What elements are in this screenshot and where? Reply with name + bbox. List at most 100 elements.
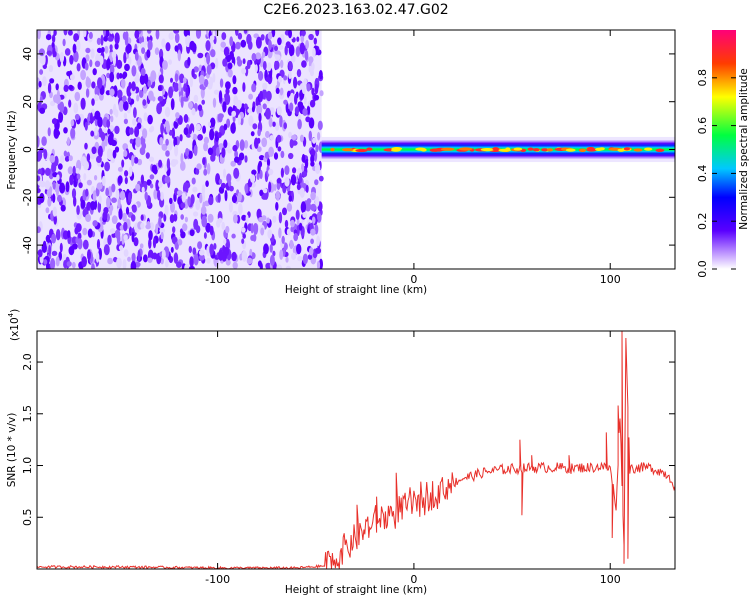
noise-speckle — [82, 239, 89, 250]
noise-speckle — [117, 198, 121, 209]
noise-speckle — [97, 201, 102, 213]
noise-speckle — [245, 214, 249, 224]
noise-speckle — [124, 177, 128, 185]
noise-speckle — [78, 182, 83, 189]
noise-speckle — [68, 84, 74, 90]
noise-speckle — [123, 100, 129, 111]
noise-speckle — [159, 136, 164, 146]
noise-speckle — [63, 84, 69, 92]
noise-speckle — [298, 102, 304, 113]
noise-speckle — [55, 83, 59, 91]
noise-speckle — [38, 80, 42, 88]
noise-speckle — [241, 238, 245, 244]
noise-speckle — [106, 148, 113, 161]
noise-speckle — [53, 127, 60, 139]
noise-speckle — [253, 137, 259, 149]
noise-speckle — [259, 90, 264, 102]
noise-speckle — [164, 259, 169, 268]
noise-speckle — [191, 68, 195, 78]
noise-speckle — [316, 235, 320, 247]
noise-speckle — [63, 127, 68, 134]
noise-speckle — [83, 173, 87, 181]
y-tick-label: 40 — [21, 47, 34, 61]
noise-speckle — [252, 123, 258, 130]
noise-speckle — [231, 110, 237, 117]
noise-speckle — [155, 30, 160, 40]
noise-speckle — [289, 102, 294, 112]
noise-speckle — [94, 175, 98, 181]
noise-speckle — [265, 107, 271, 120]
noise-speckle — [183, 114, 189, 123]
noise-speckle — [247, 107, 254, 114]
noise-speckle — [206, 53, 211, 65]
noise-speckle — [188, 150, 193, 159]
noise-speckle — [91, 263, 95, 269]
noise-speckle — [193, 144, 198, 157]
noise-speckle — [51, 233, 57, 244]
noise-speckle — [217, 217, 223, 224]
noise-speckle — [304, 50, 309, 61]
noise-speckle — [268, 146, 274, 157]
noise-speckle — [177, 49, 181, 62]
signal-hotspot — [355, 148, 368, 153]
noise-speckle — [258, 160, 263, 168]
noise-speckle — [226, 118, 231, 128]
noise-speckle — [197, 241, 203, 250]
colorbar: 0.0 0.2 0.4 0.6 0.8 Normalized spectral ampl… — [696, 30, 750, 278]
noise-speckle — [37, 30, 41, 40]
noise-speckle — [115, 189, 120, 202]
noise-speckle — [244, 183, 249, 194]
noise-speckle — [304, 159, 309, 169]
noise-speckle — [286, 202, 293, 212]
noise-speckle — [89, 59, 93, 68]
x-tick-label: -100 — [205, 273, 230, 286]
noise-speckle — [301, 60, 307, 68]
noise-speckle — [198, 74, 205, 85]
noise-speckle — [269, 254, 275, 266]
noise-speckle — [193, 94, 199, 103]
noise-speckle — [244, 65, 249, 77]
noise-speckle — [43, 149, 48, 160]
noise-speckle — [299, 42, 305, 55]
noise-speckle — [148, 238, 152, 249]
noise-speckle — [80, 199, 86, 209]
noise-speckle — [256, 146, 262, 153]
noise-speckle — [145, 224, 151, 230]
noise-speckle — [76, 63, 81, 72]
signal-hotspot — [415, 147, 426, 151]
noise-speckle — [235, 41, 241, 50]
noise-speckle — [121, 73, 127, 80]
noise-speckle — [39, 69, 44, 75]
colorbar-ticks: 0.0 0.2 0.4 0.6 0.8 — [696, 69, 736, 278]
noise-speckle — [134, 30, 140, 39]
noise-speckle — [97, 145, 103, 158]
noise-speckle — [133, 107, 137, 119]
noise-speckle — [164, 204, 169, 216]
signal-hotspot — [498, 148, 511, 152]
noise-speckle — [272, 215, 277, 223]
noise-speckle — [44, 180, 51, 190]
x-tick-label: 0 — [410, 573, 417, 586]
noise-speckle — [55, 94, 61, 105]
noise-speckle — [229, 185, 234, 192]
noise-speckle — [267, 62, 272, 72]
noise-speckle — [174, 73, 179, 83]
noise-speckle — [315, 30, 320, 37]
noise-speckle — [179, 134, 183, 142]
noise-speckle — [47, 197, 52, 207]
noise-speckle — [127, 96, 132, 104]
noise-speckle — [119, 72, 123, 79]
noise-speckle — [164, 106, 171, 118]
noise-speckle — [127, 56, 132, 66]
noise-speckle — [197, 134, 204, 141]
noise-speckle — [109, 88, 115, 97]
y-tick-label: -20 — [21, 188, 34, 206]
noise-speckle — [308, 130, 312, 142]
noise-speckle — [37, 168, 43, 176]
noise-speckle — [147, 79, 151, 88]
noise-speckle — [125, 206, 130, 215]
noise-speckle — [41, 243, 47, 253]
noise-speckle — [173, 159, 179, 165]
noise-speckle — [123, 118, 128, 125]
noise-speckle — [97, 116, 103, 128]
